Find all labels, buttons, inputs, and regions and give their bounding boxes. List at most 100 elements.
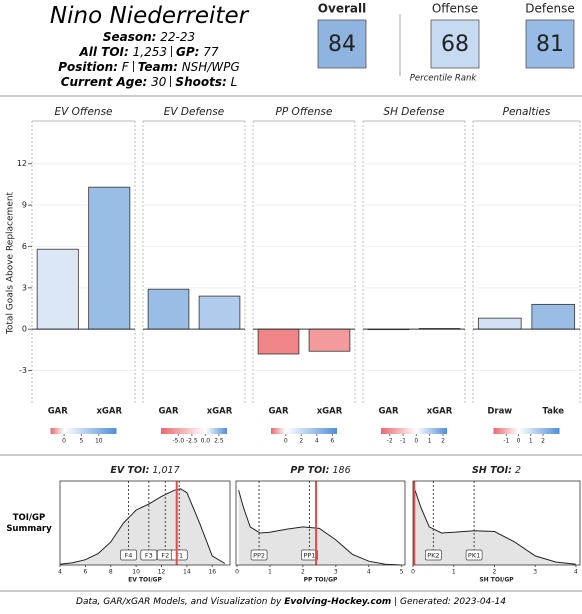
panel-title: EV Defense bbox=[164, 106, 224, 118]
marker-label: F1 bbox=[175, 552, 183, 560]
field-value: 77 bbox=[203, 45, 219, 59]
x-tick-label: xGAR bbox=[207, 407, 233, 417]
panel-title: PP TOI: 186 bbox=[290, 465, 350, 476]
marker-label: PK1 bbox=[468, 552, 480, 560]
x-tick-label: 0 bbox=[235, 569, 239, 576]
field-value: L bbox=[230, 75, 238, 89]
rating-box bbox=[317, 19, 367, 69]
x-tick-label: Draw bbox=[487, 407, 512, 417]
scale-tick-label: 4 bbox=[315, 438, 319, 445]
scale-tick-label: -5.0 bbox=[172, 438, 184, 445]
field-label: GP: bbox=[175, 45, 200, 59]
scale-tick-label: -2 bbox=[387, 438, 393, 445]
marker-box bbox=[465, 549, 483, 561]
panel-box bbox=[412, 480, 581, 566]
field-label: Team: bbox=[137, 60, 178, 74]
field-value: 22-23 bbox=[160, 30, 196, 44]
title-label: SH TOI: bbox=[472, 465, 512, 476]
ratings-note: Percentile Rank bbox=[410, 74, 478, 84]
footer-prefix: Data, GAR/xGAR Models, and Visualization… bbox=[76, 597, 282, 607]
density-fill bbox=[60, 488, 225, 565]
x-tick-label: 1 bbox=[268, 569, 272, 576]
x-tick-label: 3 bbox=[533, 569, 537, 576]
bar bbox=[531, 303, 576, 330]
density-line bbox=[59, 488, 226, 565]
title-label: PP TOI: bbox=[290, 465, 329, 476]
marker-box bbox=[140, 549, 158, 561]
rating-label: Offense bbox=[432, 2, 478, 16]
scale-tick-label: -1 bbox=[400, 438, 406, 445]
color-scale bbox=[161, 428, 227, 434]
x-tick-label: xGAR bbox=[317, 407, 343, 417]
y-tick-label: 3 bbox=[22, 283, 27, 292]
scale-tick-label: 0 bbox=[284, 438, 288, 445]
separator bbox=[170, 46, 172, 57]
panel-title: PP Offense bbox=[276, 106, 333, 118]
x-tick-label: 4 bbox=[367, 569, 371, 576]
field-label: All TOI: bbox=[79, 45, 129, 59]
player-name: Nino Niederreiter bbox=[49, 3, 249, 29]
rating-label: Defense bbox=[525, 2, 574, 16]
bar bbox=[198, 295, 241, 330]
rating-label: Overall bbox=[318, 2, 366, 16]
header-line: Season: 22-23 bbox=[10, 30, 288, 45]
marker-box bbox=[250, 549, 268, 561]
scale-tick-label: 0.0 bbox=[201, 438, 211, 445]
marker-box bbox=[170, 549, 188, 561]
x-axis-label: SH TOI/GP bbox=[479, 577, 514, 584]
rating-box bbox=[430, 19, 480, 69]
panel-box bbox=[235, 480, 406, 566]
scale-tick-label: 6 bbox=[330, 438, 334, 445]
footer-generated: | Generated: 2023-04-14 bbox=[394, 597, 506, 607]
header-line: Position: F Team: NSH/WPG bbox=[10, 60, 288, 75]
x-tick-label: 0 bbox=[411, 569, 415, 576]
rating-value: 81 bbox=[536, 32, 564, 57]
x-tick-label: GAR bbox=[48, 407, 69, 417]
x-tick-label: xGAR bbox=[427, 407, 453, 417]
field-value: 30 bbox=[151, 75, 167, 89]
scale-tick-label: 1 bbox=[529, 438, 533, 445]
x-tick-label: 4 bbox=[574, 569, 578, 576]
title-value: 2 bbox=[515, 465, 521, 476]
separator bbox=[170, 76, 172, 87]
title-label: EV TOI: bbox=[110, 465, 149, 476]
density-line bbox=[238, 490, 402, 566]
scale-tick-label: 1 bbox=[428, 438, 432, 445]
x-tick-label: GAR bbox=[158, 407, 179, 417]
x-tick-label: xGAR bbox=[96, 407, 122, 417]
bar bbox=[36, 248, 79, 330]
panel-title: EV TOI: 1,017 bbox=[110, 465, 179, 476]
x-tick-label: 16 bbox=[208, 569, 216, 576]
density-fill bbox=[238, 490, 402, 565]
scale-tick-label: 2.5 bbox=[214, 438, 224, 445]
marker-box bbox=[425, 549, 442, 561]
title-value: 186 bbox=[332, 465, 350, 476]
color-scale bbox=[381, 428, 447, 434]
bar bbox=[88, 186, 131, 330]
field-label: Current Age: bbox=[60, 75, 148, 89]
color-scale bbox=[271, 428, 337, 434]
header-line: All TOI: 1,253 GP: 77 bbox=[10, 45, 288, 60]
field-value: F bbox=[121, 60, 129, 74]
scale-tick-label: -2.5 bbox=[186, 438, 198, 445]
x-tick-label: GAR bbox=[268, 407, 289, 417]
marker-box bbox=[301, 549, 318, 561]
scale-tick-label: 2 bbox=[541, 438, 545, 445]
x-tick-label: 6 bbox=[83, 569, 87, 576]
marker-label: PK2 bbox=[427, 552, 439, 560]
marker-box bbox=[120, 549, 137, 561]
panel-box bbox=[59, 480, 231, 566]
scale-tick-label: 0 bbox=[62, 438, 66, 445]
y-tick-label: 6 bbox=[22, 242, 27, 251]
marker-label: PP1 bbox=[303, 552, 315, 560]
x-axis-label: PP TOI/GP bbox=[304, 577, 338, 584]
x-axis-label: EV TOI/GP bbox=[128, 577, 162, 584]
bar bbox=[477, 317, 522, 330]
panel-title: EV Offense bbox=[54, 106, 112, 118]
density-fill bbox=[415, 490, 576, 565]
x-tick-label: 5 bbox=[400, 569, 404, 576]
scale-tick-label: 2 bbox=[299, 438, 303, 445]
y-tick-label: 0 bbox=[22, 325, 27, 334]
